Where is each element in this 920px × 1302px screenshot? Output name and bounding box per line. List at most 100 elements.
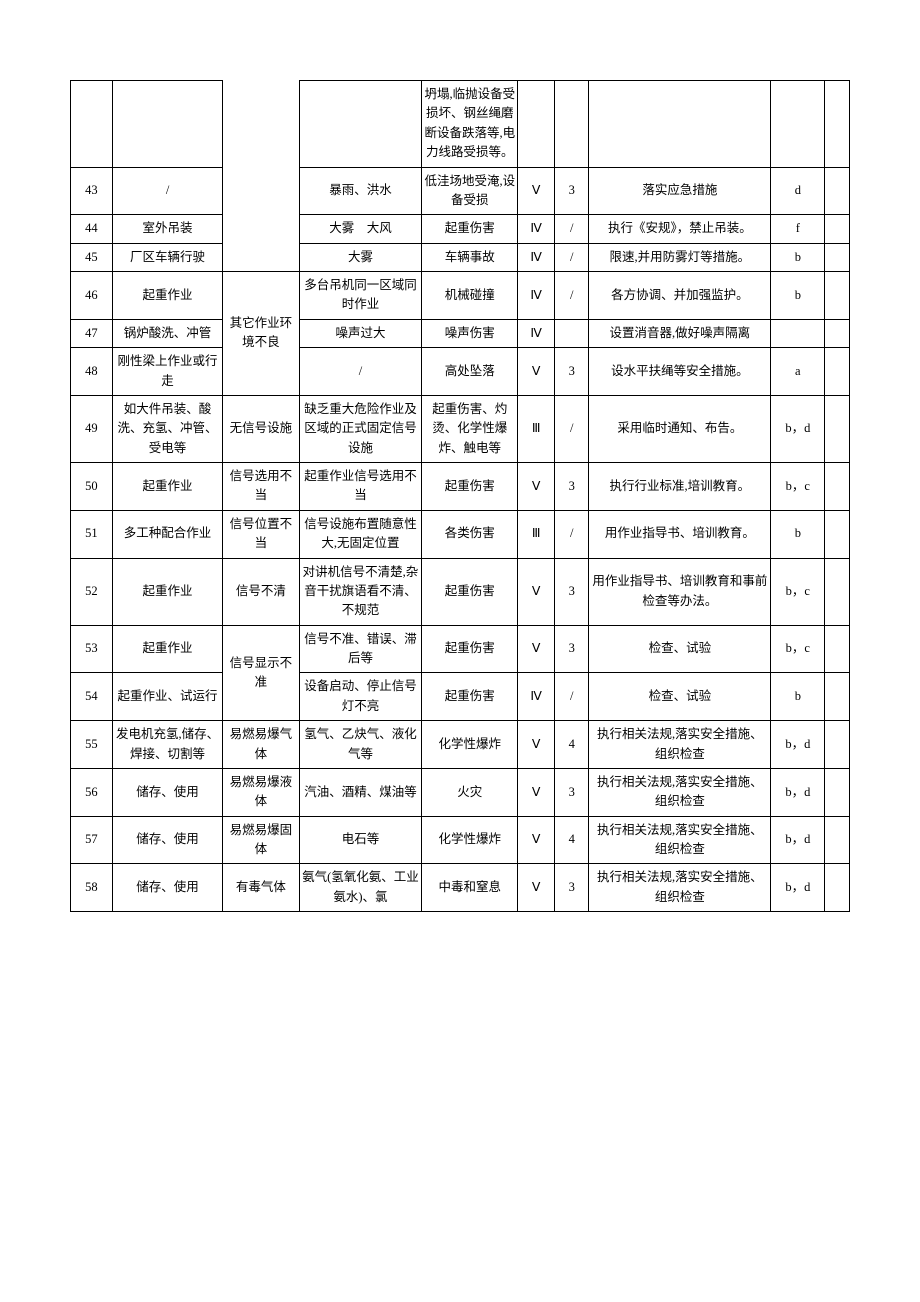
cell-level: Ⅳ	[518, 673, 555, 721]
cell-category: 信号位置不当	[223, 510, 299, 558]
cell-measure: 检查、试验	[589, 673, 771, 721]
cell-grade: 3	[555, 463, 589, 511]
cell-code: b	[771, 272, 825, 320]
cell-desc: 设备启动、停止信号灯不亮	[299, 673, 422, 721]
cell-grade: 4	[555, 816, 589, 864]
cell-extra	[825, 215, 850, 243]
cell-seq: 55	[71, 721, 113, 769]
cell-desc: 大雾	[299, 243, 422, 271]
cell-code: b	[771, 510, 825, 558]
cell-desc: 电石等	[299, 816, 422, 864]
cell-measure	[589, 81, 771, 168]
cell-consequence: 起重伤害	[422, 558, 518, 625]
cell-extra	[825, 864, 850, 912]
cell-level: Ⅴ	[518, 816, 555, 864]
cell-code: b，d	[771, 864, 825, 912]
cell-level: Ⅴ	[518, 463, 555, 511]
cell-level: Ⅴ	[518, 721, 555, 769]
cell-seq	[71, 81, 113, 168]
cell-code: b，d	[771, 721, 825, 769]
cell-desc: 对讲机信号不清楚,杂音干扰旗语看不清、不规范	[299, 558, 422, 625]
cell-consequence: 各类伤害	[422, 510, 518, 558]
cell-activity: 室外吊装	[112, 215, 223, 243]
table-row: 56 储存、使用 易燃易爆液体 汽油、酒精、煤油等 火灾 Ⅴ 3 执行相关法规,…	[71, 768, 850, 816]
cell-measure: 落实应急措施	[589, 167, 771, 215]
table-row: 坍塌,临抛设备受损坏、钢丝绳磨断设备跌落等,电力线路受损等。	[71, 81, 850, 168]
cell-level: Ⅴ	[518, 167, 555, 215]
cell-extra	[825, 348, 850, 396]
cell-measure: 限速,并用防雾灯等措施。	[589, 243, 771, 271]
cell-extra	[825, 167, 850, 215]
cell-seq: 57	[71, 816, 113, 864]
cell-level: Ⅳ	[518, 243, 555, 271]
cell-desc: 起重作业信号选用不当	[299, 463, 422, 511]
cell-category	[223, 81, 299, 272]
table-row: 47 锅炉酸洗、冲管 噪声过大 噪声伤害 Ⅳ 设置消音器,做好噪声隔离	[71, 319, 850, 347]
cell-desc: 大雾 大风	[299, 215, 422, 243]
cell-seq: 43	[71, 167, 113, 215]
cell-category: 易燃易爆气体	[223, 721, 299, 769]
cell-seq: 46	[71, 272, 113, 320]
cell-grade: /	[555, 673, 589, 721]
cell-consequence: 机械碰撞	[422, 272, 518, 320]
cell-activity: 储存、使用	[112, 816, 223, 864]
cell-measure: 用作业指导书、培训教育。	[589, 510, 771, 558]
cell-desc	[299, 81, 422, 168]
cell-grade: /	[555, 272, 589, 320]
cell-measure: 执行相关法规,落实安全措施、组织检查	[589, 864, 771, 912]
cell-code: b	[771, 673, 825, 721]
cell-activity: 刚性梁上作业或行走	[112, 348, 223, 396]
cell-consequence: 起重伤害	[422, 463, 518, 511]
cell-consequence: 化学性爆炸	[422, 721, 518, 769]
cell-code: b，c	[771, 463, 825, 511]
cell-consequence: 起重伤害、灼烫、化学性爆炸、触电等	[422, 395, 518, 462]
cell-measure: 执行行业标准,培训教育。	[589, 463, 771, 511]
cell-seq: 56	[71, 768, 113, 816]
cell-consequence: 中毒和窒息	[422, 864, 518, 912]
cell-grade	[555, 81, 589, 168]
cell-consequence: 化学性爆炸	[422, 816, 518, 864]
cell-seq: 45	[71, 243, 113, 271]
cell-level: Ⅴ	[518, 558, 555, 625]
cell-extra	[825, 625, 850, 673]
cell-level: Ⅲ	[518, 395, 555, 462]
table-row: 45 厂区车辆行驶 大雾 车辆事故 Ⅳ / 限速,并用防雾灯等措施。 b	[71, 243, 850, 271]
table-row: 46 起重作业 其它作业环境不良 多台吊机同一区域同时作业 机械碰撞 Ⅳ / 各…	[71, 272, 850, 320]
cell-code: b，c	[771, 625, 825, 673]
cell-activity: 起重作业	[112, 463, 223, 511]
cell-code: d	[771, 167, 825, 215]
cell-desc: 信号不准、错误、滞后等	[299, 625, 422, 673]
cell-grade: 3	[555, 348, 589, 396]
cell-code: b，c	[771, 558, 825, 625]
cell-extra	[825, 721, 850, 769]
table-row: 53 起重作业 信号显示不准 信号不准、错误、滞后等 起重伤害 Ⅴ 3 检查、试…	[71, 625, 850, 673]
table-row: 50 起重作业 信号选用不当 起重作业信号选用不当 起重伤害 Ⅴ 3 执行行业标…	[71, 463, 850, 511]
cell-level: Ⅳ	[518, 319, 555, 347]
cell-desc: /	[299, 348, 422, 396]
cell-activity: 起重作业	[112, 558, 223, 625]
cell-activity: 厂区车辆行驶	[112, 243, 223, 271]
cell-consequence: 低洼场地受淹,设备受损	[422, 167, 518, 215]
cell-extra	[825, 558, 850, 625]
cell-desc: 汽油、酒精、煤油等	[299, 768, 422, 816]
cell-seq: 50	[71, 463, 113, 511]
hazard-table: 坍塌,临抛设备受损坏、钢丝绳磨断设备跌落等,电力线路受损等。 43 / 暴雨、洪…	[70, 80, 850, 912]
cell-code: b，d	[771, 395, 825, 462]
cell-consequence: 车辆事故	[422, 243, 518, 271]
cell-grade: 3	[555, 768, 589, 816]
cell-desc: 缺乏重大危险作业及区域的正式固定信号设施	[299, 395, 422, 462]
cell-seq: 48	[71, 348, 113, 396]
cell-extra	[825, 319, 850, 347]
cell-consequence: 起重伤害	[422, 673, 518, 721]
cell-seq: 58	[71, 864, 113, 912]
cell-consequence: 坍塌,临抛设备受损坏、钢丝绳磨断设备跌落等,电力线路受损等。	[422, 81, 518, 168]
cell-extra	[825, 243, 850, 271]
cell-extra	[825, 463, 850, 511]
cell-code: a	[771, 348, 825, 396]
cell-category: 信号显示不准	[223, 625, 299, 721]
cell-activity: 锅炉酸洗、冲管	[112, 319, 223, 347]
cell-category: 信号选用不当	[223, 463, 299, 511]
cell-activity: /	[112, 167, 223, 215]
table-row: 44 室外吊装 大雾 大风 起重伤害 Ⅳ / 执行《安规》，禁止吊装。 f	[71, 215, 850, 243]
cell-extra	[825, 673, 850, 721]
